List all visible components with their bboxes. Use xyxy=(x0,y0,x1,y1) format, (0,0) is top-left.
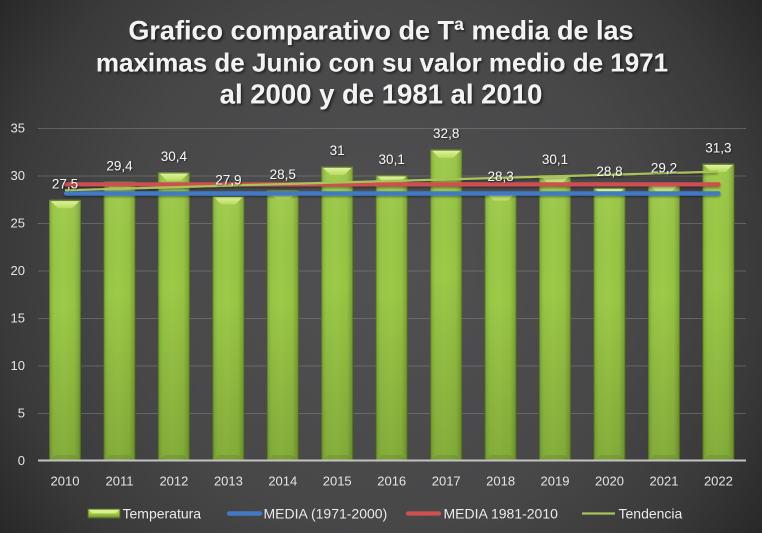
svg-text:30,1: 30,1 xyxy=(542,152,568,167)
svg-text:2018: 2018 xyxy=(486,474,515,489)
svg-text:29,2: 29,2 xyxy=(651,160,677,175)
svg-text:31: 31 xyxy=(330,143,345,158)
svg-text:2012: 2012 xyxy=(159,474,188,489)
svg-text:al 2000 y de 1981 al 2010: al 2000 y de 1981 al 2010 xyxy=(220,79,543,110)
svg-text:28,3: 28,3 xyxy=(487,169,513,184)
svg-text:5: 5 xyxy=(18,405,25,420)
svg-text:Temperatura: Temperatura xyxy=(123,505,202,521)
svg-text:32,8: 32,8 xyxy=(433,126,459,141)
svg-text:Grafico comparativo de Tª medi: Grafico comparativo de Tª media de las xyxy=(128,16,633,46)
svg-text:28,5: 28,5 xyxy=(270,167,296,182)
svg-text:2021: 2021 xyxy=(650,474,679,489)
svg-text:2017: 2017 xyxy=(432,474,461,489)
svg-text:30: 30 xyxy=(11,168,25,183)
svg-text:2011: 2011 xyxy=(106,474,134,489)
svg-text:27,5: 27,5 xyxy=(52,176,78,191)
svg-text:MEDIA (1971-2000): MEDIA (1971-2000) xyxy=(264,505,388,521)
svg-text:MEDIA 1981-2010: MEDIA 1981-2010 xyxy=(444,505,559,521)
svg-text:2015: 2015 xyxy=(323,474,352,489)
svg-text:30,4: 30,4 xyxy=(161,149,188,164)
svg-text:2013: 2013 xyxy=(214,474,243,489)
svg-text:2016: 2016 xyxy=(377,474,406,489)
svg-text:28,8: 28,8 xyxy=(596,164,622,179)
svg-text:25: 25 xyxy=(11,215,25,230)
svg-text:2020: 2020 xyxy=(595,474,624,489)
svg-text:27,9: 27,9 xyxy=(215,173,241,188)
svg-text:20: 20 xyxy=(11,263,25,278)
svg-text:maximas de Junio con su valor: maximas de Junio con su valor medio de 1… xyxy=(96,48,668,78)
svg-text:29,4: 29,4 xyxy=(106,158,133,173)
svg-text:15: 15 xyxy=(11,310,25,325)
svg-text:2010: 2010 xyxy=(51,474,80,489)
svg-text:31,3: 31,3 xyxy=(705,140,731,155)
svg-text:35: 35 xyxy=(11,120,25,135)
svg-text:10: 10 xyxy=(11,358,25,373)
svg-text:30,1: 30,1 xyxy=(379,152,405,167)
svg-text:2022: 2022 xyxy=(704,474,733,489)
svg-text:2019: 2019 xyxy=(541,474,570,489)
svg-text:0: 0 xyxy=(18,453,25,468)
svg-text:2014: 2014 xyxy=(268,474,297,489)
svg-text:Tendencia: Tendencia xyxy=(619,505,683,521)
